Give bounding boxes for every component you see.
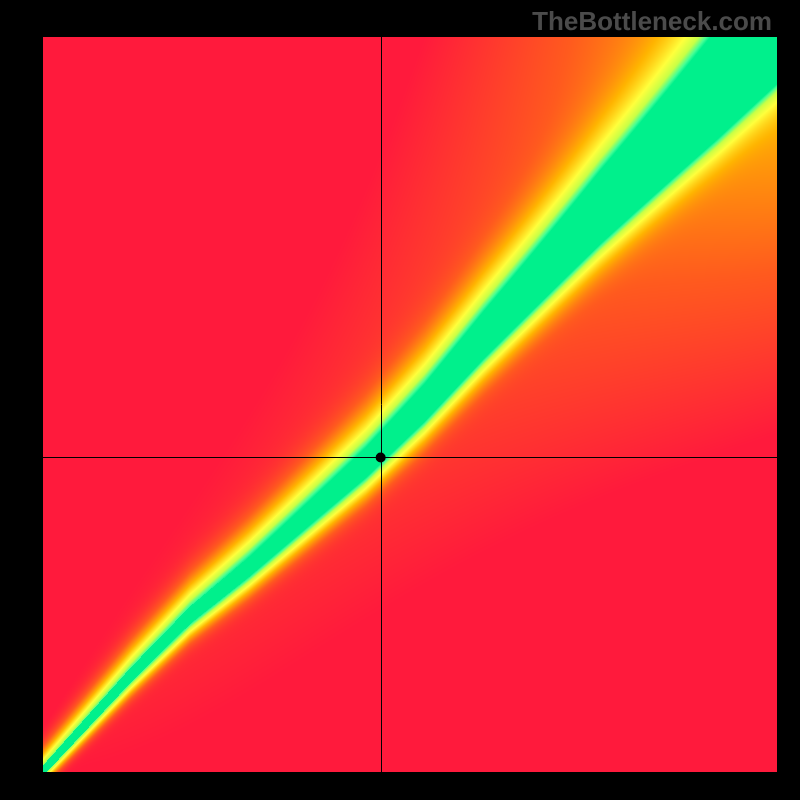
watermark-text: TheBottleneck.com xyxy=(532,6,772,37)
bottleneck-heatmap xyxy=(0,0,800,800)
